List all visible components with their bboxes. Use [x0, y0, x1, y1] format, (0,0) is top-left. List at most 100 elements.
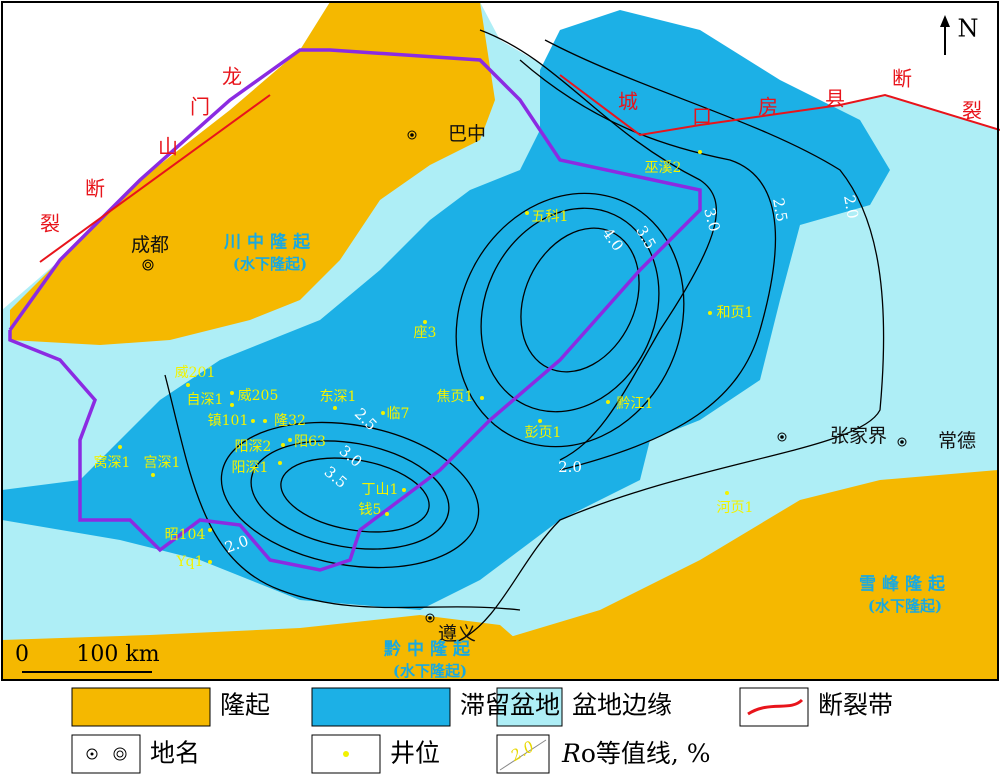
well-label: 巫溪2 — [645, 160, 682, 176]
legend-label: Ro等值线, % — [561, 739, 711, 768]
fault-label: 山 — [158, 135, 178, 159]
fault-label: 房 — [758, 95, 778, 119]
well-dot — [208, 528, 212, 532]
well-dot — [251, 419, 255, 423]
legend-place-symbol — [86, 748, 98, 760]
place-label: 张家界 — [830, 425, 887, 447]
well-dot — [525, 211, 529, 215]
place-symbol — [777, 432, 787, 442]
well-label: Yq1 — [175, 554, 203, 570]
well-dot — [402, 488, 406, 492]
legend-swatch — [71, 734, 141, 774]
well-dot — [480, 396, 484, 400]
legend-well-symbol — [343, 751, 349, 757]
fault-label: 龙 — [222, 65, 242, 89]
well-label: 黔江1 — [617, 396, 654, 412]
contour — [250, 440, 450, 550]
fault-label: 城 — [618, 90, 638, 114]
legend-label-rest: o等值线, % — [581, 739, 711, 768]
place-symbol — [900, 440, 904, 444]
well-label: 阳深2 — [235, 439, 272, 455]
fault-label: 断 — [892, 67, 912, 91]
legend-label: 滞留盆地 — [460, 691, 560, 720]
well-label: 河页1 — [717, 500, 754, 516]
well-label: 阳63 — [294, 434, 326, 450]
map-frame — [1, 1, 999, 681]
well-label: 和页1 — [717, 305, 754, 321]
retention-basin — [2, 10, 890, 610]
well-dot — [230, 391, 234, 395]
uplift — [420, 470, 998, 680]
well-dot — [263, 419, 267, 423]
contour — [280, 457, 430, 533]
legend-fault — [747, 698, 804, 716]
place-symbol — [142, 259, 154, 271]
legend-swatch — [71, 687, 211, 727]
well-label: 宫深1 — [144, 455, 181, 471]
legend-label: 隆起 — [220, 691, 270, 720]
well-dot — [725, 491, 729, 495]
well-dot — [118, 445, 122, 449]
boundary-line — [8, 48, 702, 572]
well-dot — [208, 560, 212, 564]
contours — [164, 29, 885, 641]
well-label: 隆32 — [274, 413, 306, 429]
legend-label: 盆地边缘 — [572, 691, 672, 720]
contour — [480, 207, 660, 413]
place-symbol — [780, 435, 784, 439]
legend-contour — [499, 739, 547, 771]
well-label: 五科1 — [532, 209, 569, 225]
well-label: 焦页1 — [437, 389, 474, 405]
well-label: 彭页1 — [525, 425, 562, 441]
legend-label-italic: R — [561, 739, 581, 768]
fault-label: 裂 — [962, 99, 982, 123]
well-dot — [698, 150, 702, 154]
uplift — [10, 2, 495, 345]
well-dot — [151, 473, 155, 477]
well-dot — [423, 320, 427, 324]
well-label: 丁山1 — [362, 482, 399, 498]
scale-label: 100 km — [76, 642, 159, 667]
place-symbol — [425, 613, 435, 623]
well-label: 窝深1 — [94, 454, 131, 471]
contour — [479, 29, 718, 461]
uplift-name: 川中隆起 — [223, 232, 316, 253]
place-symbol — [407, 130, 417, 140]
place-symbol — [897, 437, 907, 447]
contour — [459, 39, 885, 641]
uplift-note: (水下隆起) — [393, 662, 467, 680]
legend-place-symbol — [90, 752, 94, 756]
legend-label: 井位 — [390, 739, 440, 768]
north-arrow-head — [940, 15, 950, 27]
scale-label: 0 — [15, 642, 29, 667]
well-label: 座3 — [414, 325, 437, 341]
well-dot — [708, 311, 712, 315]
well-label: 钱5 — [359, 502, 382, 518]
fault-label: 口 — [692, 105, 712, 129]
legend-swatch — [496, 687, 563, 727]
well-label: 阳深1 — [232, 460, 269, 476]
uplift-note: (水下隆起) — [233, 255, 307, 273]
well-label: 威201 — [175, 365, 216, 381]
place-label: 巴中 — [448, 123, 486, 145]
fault-line — [39, 94, 271, 263]
well-label: 镇101 — [208, 413, 249, 429]
place-label: 常德 — [938, 430, 976, 452]
uplift-name: 黔中隆起 — [384, 639, 476, 660]
fault-label: 门 — [190, 95, 210, 119]
well-dot — [186, 383, 190, 387]
uplift-note: (水下隆起) — [868, 597, 942, 615]
well-dot — [381, 411, 385, 415]
place-symbol — [145, 262, 151, 268]
well-dot — [278, 461, 282, 465]
legend-place-symbol — [113, 747, 127, 761]
fault-line — [559, 74, 1000, 137]
legend-label: 断裂带 — [818, 691, 893, 720]
legend-place-symbol — [116, 750, 124, 758]
contour-label: 3.0 — [700, 206, 724, 234]
legend-label: 地名 — [150, 739, 200, 768]
place-label: 遵义 — [438, 623, 476, 645]
well-label: 东深1 — [320, 389, 357, 405]
north-label: N — [958, 15, 979, 43]
